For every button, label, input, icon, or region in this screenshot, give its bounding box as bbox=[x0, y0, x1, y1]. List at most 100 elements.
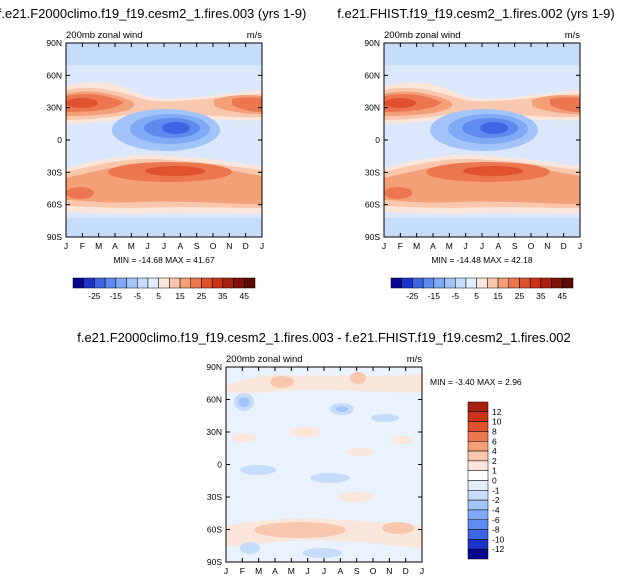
x-tick-label: M bbox=[413, 241, 420, 251]
colorbar-swatch bbox=[476, 277, 488, 289]
colorbar-swatch bbox=[467, 441, 489, 452]
colorbar-swatch bbox=[158, 277, 170, 289]
panel-1-nh-jet-3b bbox=[232, 97, 262, 112]
colorbar-swatch bbox=[412, 277, 424, 289]
panel-3-field bbox=[226, 367, 422, 562]
x-tick-label: N bbox=[226, 241, 232, 251]
panel-3-anom-b1-core bbox=[238, 397, 250, 407]
panel-1-units-label: m/s bbox=[247, 30, 263, 41]
y-tick-label: 90N bbox=[206, 362, 222, 372]
panel-2-sh-jet-core bbox=[463, 166, 523, 176]
colorbar-label: 15 bbox=[175, 291, 185, 301]
colorbar-swatch bbox=[104, 277, 117, 289]
panel-1-title: f.e21.F2000climo.f19_f19.cesm2_1.fires.0… bbox=[0, 6, 306, 21]
y-tick-label: 60S bbox=[365, 200, 380, 210]
x-tick-label: S bbox=[354, 566, 360, 576]
colorbar-label: -15 bbox=[428, 291, 441, 301]
panel-3-anom-n3 bbox=[350, 372, 366, 384]
colorbar-label: 35 bbox=[536, 291, 546, 301]
panel-3-anom-b4 bbox=[240, 465, 276, 475]
colorbar-swatch bbox=[467, 548, 489, 560]
y-tick-label: 60S bbox=[207, 525, 222, 535]
colorbar-label: 0 bbox=[492, 476, 497, 486]
panel-3-anom-sh-core-2 bbox=[382, 522, 414, 534]
y-tick-label: 30S bbox=[365, 167, 380, 177]
y-tick-label: 90S bbox=[47, 232, 62, 242]
x-tick-label: S bbox=[512, 241, 518, 251]
colorbar-swatch bbox=[508, 277, 520, 289]
panel-3-anom-n2 bbox=[270, 376, 294, 388]
colorbar-label: -12 bbox=[492, 544, 505, 554]
panel-1-sh-jet-west bbox=[66, 187, 94, 199]
colorbar-label: -15 bbox=[110, 291, 123, 301]
colorbar-swatch bbox=[467, 529, 489, 540]
panel-2-easterly-core bbox=[480, 122, 508, 134]
x-tick-label: N bbox=[544, 241, 550, 251]
y-tick-label: 0 bbox=[217, 460, 222, 470]
panel-3-anom-r4 bbox=[232, 434, 256, 442]
panel-1-polar-band-n bbox=[66, 43, 262, 65]
colorbar-swatch bbox=[454, 277, 467, 289]
x-tick-label: M bbox=[128, 241, 135, 251]
colorbar-label: 8 bbox=[492, 426, 497, 436]
x-tick-label: J bbox=[64, 241, 68, 251]
panel-3-anom-r5 bbox=[289, 427, 321, 437]
x-tick-label: D bbox=[403, 566, 409, 576]
y-tick-label: 0 bbox=[57, 135, 62, 145]
colorbar-swatch bbox=[72, 277, 84, 289]
colorbar-swatch bbox=[136, 277, 149, 289]
panel-3-anom-b2-core bbox=[336, 406, 348, 412]
colorbar-swatch bbox=[390, 277, 402, 289]
x-tick-label: A bbox=[177, 241, 183, 251]
panel-2-units-label: m/s bbox=[565, 30, 581, 41]
colorbar-label: -1 bbox=[492, 485, 500, 495]
x-tick-label: J bbox=[260, 241, 264, 251]
x-tick-label: O bbox=[370, 566, 377, 576]
panel-3-units-label: m/s bbox=[407, 354, 423, 365]
colorbar-label: 4 bbox=[492, 446, 497, 456]
colorbar-swatch bbox=[519, 277, 531, 289]
x-tick-label: F bbox=[80, 241, 85, 251]
colorbar-swatch bbox=[126, 277, 138, 289]
colorbar-label: -25 bbox=[88, 291, 101, 301]
x-tick-label: J bbox=[162, 241, 166, 251]
colorbar-label: 6 bbox=[492, 436, 497, 446]
x-tick-label: O bbox=[528, 241, 535, 251]
panel-3: f.e21.F2000climo.f19_f19.cesm2_1.fires.0… bbox=[77, 330, 571, 576]
colorbar-label: 35 bbox=[218, 291, 228, 301]
x-tick-label: N bbox=[386, 566, 392, 576]
y-tick-label: 60N bbox=[364, 70, 380, 80]
colorbar-label: 1 bbox=[492, 466, 497, 476]
panel-1-stats: MIN = -14.68 MAX = 41.67 bbox=[113, 255, 214, 265]
y-tick-label: 30N bbox=[46, 103, 62, 113]
colorbar-swatch bbox=[190, 277, 202, 289]
x-tick-label: A bbox=[337, 566, 343, 576]
x-tick-label: M bbox=[446, 241, 453, 251]
colorbar-label: -5 bbox=[133, 291, 141, 301]
colorbar-swatch bbox=[551, 277, 563, 289]
panel-2-polar-band-n bbox=[384, 43, 580, 65]
colorbar-label: -8 bbox=[492, 525, 500, 535]
colorbar-swatch bbox=[562, 277, 574, 289]
panel-2-nh-jet-core bbox=[384, 98, 416, 108]
panel-2-field bbox=[384, 43, 580, 237]
panel-2-stats: MIN = -14.48 MAX = 42.18 bbox=[431, 255, 532, 265]
panel-3-anom-r6 bbox=[346, 448, 374, 456]
panel-2-variable-label: 200mb zonal wind bbox=[384, 30, 461, 41]
colorbar-swatch bbox=[467, 431, 489, 442]
panel-3-anom-b7 bbox=[302, 548, 342, 558]
x-tick-label: A bbox=[430, 241, 436, 251]
colorbar-swatch bbox=[497, 277, 510, 289]
colorbar-swatch bbox=[467, 490, 489, 501]
x-tick-label: M bbox=[288, 566, 295, 576]
colorbar-label: 45 bbox=[558, 291, 568, 301]
y-tick-label: 30N bbox=[206, 427, 222, 437]
panel-1-nh-jet-core bbox=[66, 98, 98, 108]
colorbar-swatch bbox=[444, 277, 456, 289]
colorbar-swatch bbox=[467, 539, 489, 550]
x-tick-label: M bbox=[95, 241, 102, 251]
x-tick-label: M bbox=[255, 566, 262, 576]
x-tick-label: S bbox=[194, 241, 200, 251]
colorbar-swatch bbox=[211, 277, 224, 289]
colorbar-label: -5 bbox=[451, 291, 459, 301]
